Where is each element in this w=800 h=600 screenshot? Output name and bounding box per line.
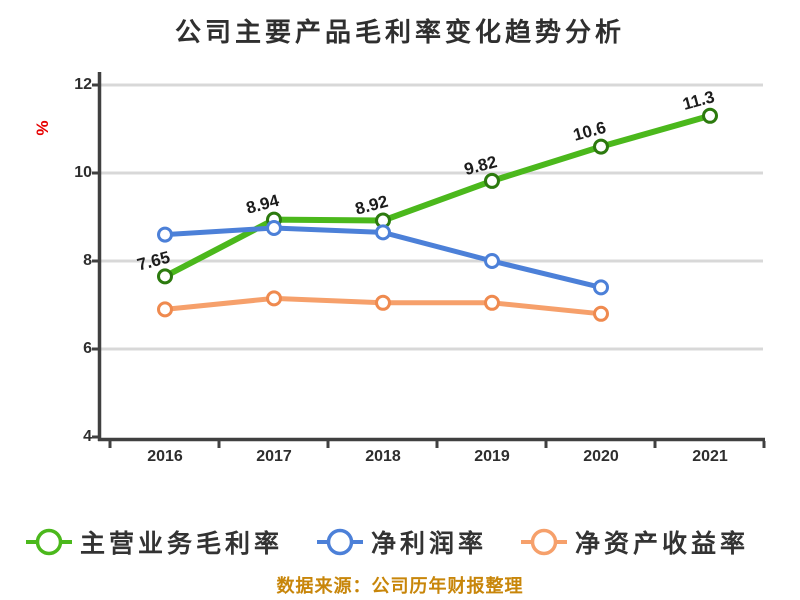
y-tick-label: 10: [74, 164, 92, 181]
legend-marker-orange: [521, 528, 568, 556]
series-2-orange: [157, 290, 609, 322]
data-point-marker: [702, 107, 718, 124]
data-point-marker: [266, 220, 282, 236]
y-tick-label: 4: [83, 428, 92, 445]
legend-label: 净利润率: [371, 530, 488, 558]
y-tick-label: 8: [83, 252, 92, 269]
data-point-marker: [157, 301, 173, 318]
legend-marker-green: [26, 528, 72, 556]
x-tick-label: 2021: [692, 448, 728, 465]
y-tick-marks: [92, 83, 99, 439]
y-tick-label: 12: [74, 76, 92, 93]
x-tick-label: 2016: [147, 448, 183, 465]
x-tick-label: 2020: [583, 448, 619, 465]
data-point-marker: [375, 294, 391, 311]
legend-item-gross-margin: 主营业务毛利率: [26, 524, 283, 560]
axes: [92, 72, 766, 448]
legend-item-net-margin: 净利润率: [317, 524, 487, 560]
x-tick-label: 2018: [365, 448, 401, 465]
x-tick-marks: [108, 441, 766, 448]
legend-label: 主营业务毛利率: [80, 530, 284, 558]
chart-legend: 主营业务毛利率 净利润率 净资产收益率: [26, 524, 800, 560]
data-point-marker: [593, 138, 609, 155]
y-tick-label: 6: [83, 340, 92, 357]
data-point-marker: [484, 172, 500, 189]
x-tick-label: 2017: [256, 448, 292, 465]
series-1-blue: [157, 220, 609, 296]
legend-label: 净资产收益率: [575, 530, 750, 558]
legend-item-roe: 净资产收益率: [521, 524, 749, 560]
gridlines: [100, 83, 763, 351]
series-line: [162, 112, 713, 280]
legend-marker-blue: [317, 528, 364, 556]
chart-title: 公司主要产品毛利率变化趋势分析: [174, 17, 625, 47]
data-point-marker: [157, 268, 173, 285]
source-note: 数据来源：公司历年财报整理: [276, 576, 524, 596]
data-point-marker: [484, 294, 500, 311]
data-point-marker: [593, 305, 609, 322]
data-point-marker: [375, 224, 391, 241]
data-point-marker: [484, 253, 500, 269]
data-point-marker: [157, 226, 173, 243]
data-point-marker: [593, 279, 609, 296]
x-tick-label: 2019: [474, 448, 510, 465]
data-point-marker: [266, 290, 282, 307]
